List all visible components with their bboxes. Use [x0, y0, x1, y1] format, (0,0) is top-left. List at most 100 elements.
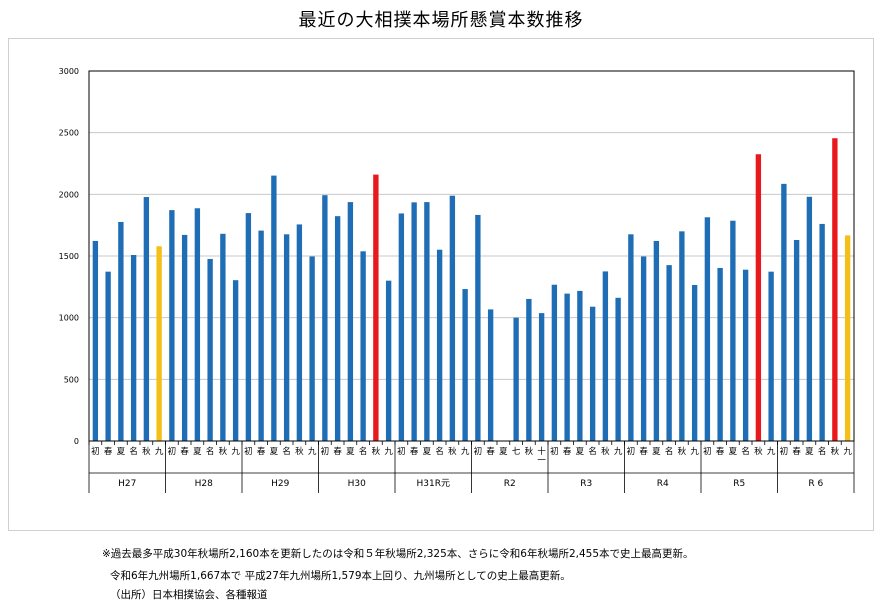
- bar-H31R元-九: [462, 289, 468, 441]
- bar-H27-九: [156, 246, 162, 441]
- tournament-label: 春: [257, 446, 266, 457]
- bar-H29-秋: [296, 224, 303, 441]
- y-axis-ticks: 0 500 1000 1500 2000 2500 3000: [59, 67, 79, 446]
- bar-R3-初: [551, 284, 558, 441]
- bar-R 6-秋: [832, 138, 838, 441]
- bar-R3-九: [615, 297, 621, 441]
- bar-H29-名: [283, 234, 290, 441]
- bar-R2-十一: [538, 313, 545, 441]
- bar-R 6-九: [844, 235, 851, 441]
- tournament-label: 九: [384, 447, 393, 457]
- tournament-label: 九: [767, 447, 776, 457]
- tournament-label: 夏: [729, 447, 738, 457]
- bar-H30-春: [334, 216, 341, 441]
- tournament-label: 初: [474, 446, 483, 457]
- tournament-label: 初: [550, 446, 559, 457]
- bar-R2-春: [487, 309, 494, 441]
- tournament-label: 春: [792, 446, 801, 457]
- tournament-label: 春: [563, 446, 572, 457]
- bar-R 6-夏: [806, 196, 813, 441]
- bar-R5-初: [704, 217, 711, 441]
- bar-R5-夏: [730, 220, 736, 441]
- tournament-label: 初: [321, 446, 330, 457]
- bar-R5-名: [742, 269, 749, 441]
- tournament-label: 夏: [193, 447, 202, 457]
- bar-H30-名: [360, 251, 366, 441]
- tournament-label: 秋: [142, 446, 151, 457]
- bar-R4-春: [640, 256, 647, 441]
- bar-R4-九: [691, 284, 698, 441]
- tournament-label: 夏: [652, 447, 661, 457]
- tournament-label: 名: [435, 446, 444, 457]
- bar-H28-初: [169, 210, 175, 441]
- tournament-label: 夏: [423, 447, 432, 457]
- bar-H28-春: [181, 234, 188, 441]
- tournament-label: 秋: [219, 446, 228, 457]
- bar-H31R元-初: [398, 213, 405, 441]
- footnote-source: （出所）日本相撲協会、各種報道: [110, 589, 268, 601]
- group-label: H31R元: [417, 479, 450, 489]
- bar-R 6-春: [793, 239, 800, 441]
- tournament-label: 夏: [117, 447, 126, 457]
- y-tick-label: 0: [74, 437, 79, 446]
- bar-R3-秋: [602, 271, 609, 441]
- bar-H31R元-名: [436, 249, 443, 441]
- tournament-label: 初: [703, 446, 712, 457]
- footnote-record: ※過去最多平成30年秋場所2,160本を更新したのは令和５年秋場所2,325本、…: [102, 548, 694, 560]
- group-label: R3: [580, 479, 592, 489]
- group-label: H27: [118, 479, 136, 489]
- bar-H27-夏: [118, 221, 124, 441]
- tournament-label: 夏: [346, 447, 355, 457]
- tournament-label: 九: [690, 447, 699, 457]
- tournament-label: 夏: [805, 447, 814, 457]
- tournament-label: 秋: [295, 446, 304, 457]
- y-tick-label: 2500: [59, 129, 79, 138]
- group-label: H28: [195, 479, 213, 489]
- bar-H29-春: [258, 230, 264, 441]
- tournament-label: 秋: [831, 446, 840, 457]
- group-label: R2: [504, 479, 516, 489]
- tournament-label: 名: [129, 446, 138, 457]
- group-label: H29: [271, 479, 289, 489]
- tournament-label: 春: [180, 446, 189, 457]
- bar-H28-九: [232, 280, 239, 441]
- tournament-label: 春: [333, 446, 342, 457]
- bar-R 6-名: [819, 223, 825, 441]
- bar-R4-秋: [679, 231, 685, 441]
- bar-R5-九: [768, 271, 774, 441]
- bar-R3-夏: [577, 290, 583, 441]
- bar-H30-夏: [347, 202, 354, 441]
- tournament-label: 秋: [448, 446, 457, 457]
- tournament-label: 初: [397, 446, 406, 457]
- tournament-label: 初: [168, 446, 177, 457]
- bars: [92, 138, 851, 441]
- y-tick-label: 3000: [59, 67, 79, 76]
- tournament-label: 名: [588, 446, 597, 457]
- bar-H30-秋: [373, 174, 379, 441]
- bar-H27-初: [92, 240, 99, 441]
- bar-R2-七: [513, 317, 519, 441]
- tournament-label: 七: [512, 447, 521, 457]
- tournament-label: 夏: [270, 447, 279, 457]
- bar-H31R元-夏: [424, 202, 430, 441]
- tournament-label: 春: [486, 446, 495, 457]
- axes: [88, 70, 855, 493]
- bar-H28-名: [207, 258, 213, 441]
- bar-H31R元-春: [411, 202, 417, 441]
- bar-H30-九: [385, 280, 392, 441]
- bar-H29-九: [309, 256, 315, 441]
- bar-H28-秋: [220, 233, 226, 441]
- tournament-label: 九: [155, 447, 164, 457]
- tournament-label: 一: [537, 456, 546, 466]
- group-label: H30: [348, 479, 366, 489]
- tournament-label: 名: [818, 446, 827, 457]
- tournament-label: 秋: [754, 446, 763, 457]
- y-tick-label: 500: [64, 375, 79, 384]
- bar-R2-初: [475, 214, 481, 441]
- tournament-label: 秋: [678, 446, 687, 457]
- tournament-label: 春: [410, 446, 419, 457]
- tournament-label: 名: [665, 446, 674, 457]
- group-label: R5: [733, 479, 745, 489]
- y-tick-label: 1000: [59, 314, 79, 323]
- tournament-label: 秋: [601, 446, 610, 457]
